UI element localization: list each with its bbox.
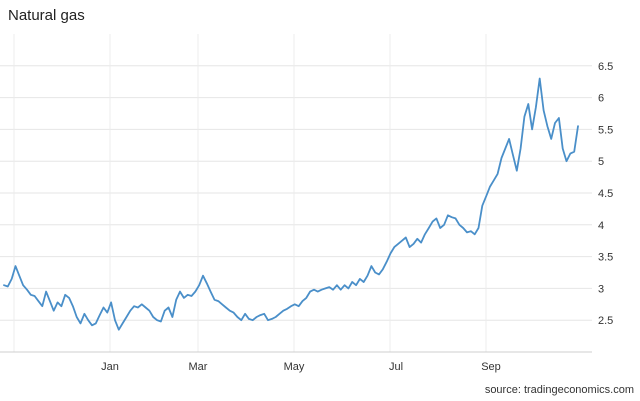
series-line-natural-gas <box>3 77 579 331</box>
x-tick-label: Jul <box>389 361 403 373</box>
y-tick-label: 3.5 <box>598 252 613 264</box>
y-tick-label: 6.5 <box>598 61 613 73</box>
x-tick-label: Mar <box>189 361 208 373</box>
y-tick-label: 3 <box>598 283 604 295</box>
x-axis-ticks: Jan Mar May Jul Sep <box>101 361 501 373</box>
y-axis-ticks: 2.5 3 3.5 4 4.5 5 5.5 6 6.5 <box>598 61 613 327</box>
x-tick-label: Jan <box>101 361 119 373</box>
source-credit: source: tradingeconomics.com <box>484 384 634 396</box>
grid-lines <box>0 34 592 352</box>
y-tick-label: 4.5 <box>598 188 613 200</box>
y-tick-label: 4 <box>598 220 604 232</box>
y-tick-label: 6 <box>598 93 604 105</box>
y-tick-label: 5.5 <box>598 124 613 136</box>
y-tick-label: 2.5 <box>598 315 613 327</box>
x-tick-label: Sep <box>481 361 501 373</box>
chart-title: Natural gas <box>8 7 85 24</box>
y-tick-label: 5 <box>598 156 604 168</box>
x-tick-label: May <box>284 361 305 373</box>
